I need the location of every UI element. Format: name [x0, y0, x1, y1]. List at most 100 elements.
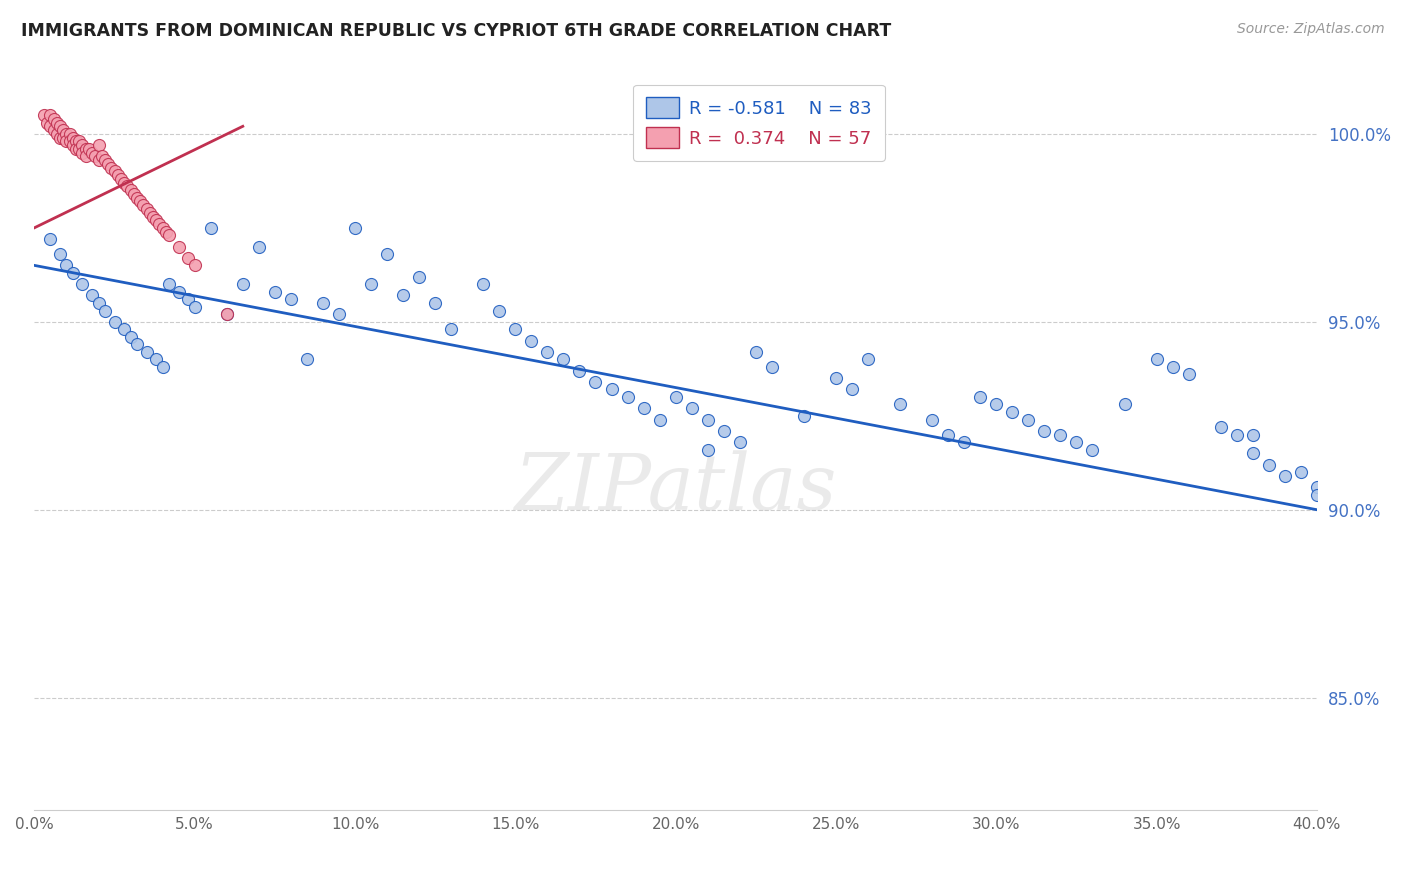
Point [1033, 424, 1056, 438]
Point [1081, 442, 1104, 457]
Point [80, 288, 103, 302]
Text: IMMIGRANTS FROM DOMINICAN REPUBLIC VS CYPRIOT 6TH GRADE CORRELATION CHART: IMMIGRANTS FROM DOMINICAN REPUBLIC VS CY… [21, 22, 891, 40]
Point [52, 130, 75, 145]
Point [120, 330, 142, 344]
Point [232, 277, 254, 292]
Point [936, 427, 959, 442]
Point [72, 277, 94, 292]
Point [55, 127, 77, 141]
Point [62, 130, 84, 145]
Point [112, 322, 135, 336]
Point [343, 220, 366, 235]
Point [1241, 427, 1264, 442]
Point [87, 296, 110, 310]
Point [49, 130, 72, 145]
Point [696, 412, 718, 426]
Point [49, 120, 72, 134]
Point [55, 134, 77, 148]
Point [953, 435, 976, 450]
Point [125, 191, 148, 205]
Point [183, 259, 205, 273]
Point [122, 186, 145, 201]
Point [1274, 469, 1296, 483]
Point [761, 359, 783, 374]
Point [793, 409, 815, 423]
Point [585, 375, 607, 389]
Point [72, 145, 94, 160]
Point [247, 239, 270, 253]
Point [1001, 405, 1024, 419]
Point [49, 247, 72, 261]
Point [77, 142, 100, 156]
Point [841, 383, 863, 397]
Point [488, 303, 510, 318]
Point [1306, 480, 1329, 494]
Point [132, 198, 155, 212]
Point [681, 401, 703, 416]
Point [59, 127, 82, 141]
Point [745, 344, 768, 359]
Point [505, 322, 527, 336]
Point [1177, 368, 1199, 382]
Point [59, 134, 82, 148]
Point [1161, 359, 1184, 374]
Point [45, 127, 67, 141]
Point [263, 285, 285, 299]
Point [37, 115, 59, 129]
Point [1146, 352, 1168, 367]
Point [713, 424, 735, 438]
Point [39, 232, 62, 246]
Point [665, 390, 688, 404]
Point [1209, 420, 1232, 434]
Point [62, 138, 84, 153]
Text: Source: ZipAtlas.com: Source: ZipAtlas.com [1237, 22, 1385, 37]
Point [94, 153, 117, 168]
Point [75, 142, 97, 156]
Point [1049, 427, 1071, 442]
Point [295, 352, 318, 367]
Point [696, 442, 718, 457]
Point [157, 228, 180, 243]
Point [107, 168, 129, 182]
Point [200, 220, 222, 235]
Point [472, 277, 495, 292]
Point [568, 364, 591, 378]
Point [986, 397, 1008, 411]
Point [328, 307, 350, 321]
Point [360, 277, 382, 292]
Point [177, 251, 200, 265]
Point [440, 322, 463, 336]
Point [94, 303, 117, 318]
Point [103, 315, 125, 329]
Point [157, 277, 180, 292]
Point [921, 412, 943, 426]
Point [42, 112, 65, 126]
Point [856, 352, 879, 367]
Point [215, 307, 238, 321]
Point [215, 307, 238, 321]
Point [408, 269, 430, 284]
Point [1257, 458, 1279, 472]
Point [129, 194, 152, 209]
Point [600, 383, 623, 397]
Point [1114, 397, 1136, 411]
Point [148, 217, 170, 231]
Point [145, 213, 167, 227]
Point [139, 206, 162, 220]
Point [425, 296, 447, 310]
Point [87, 138, 110, 153]
Point [55, 259, 77, 273]
Point [1289, 465, 1312, 479]
Point [32, 108, 55, 122]
Point [120, 183, 142, 197]
Point [392, 288, 415, 302]
Point [155, 225, 177, 239]
Point [39, 120, 62, 134]
Point [520, 334, 543, 348]
Point [135, 344, 157, 359]
Point [75, 149, 97, 163]
Point [65, 142, 87, 156]
Point [183, 300, 205, 314]
Point [72, 138, 94, 153]
Point [65, 134, 87, 148]
